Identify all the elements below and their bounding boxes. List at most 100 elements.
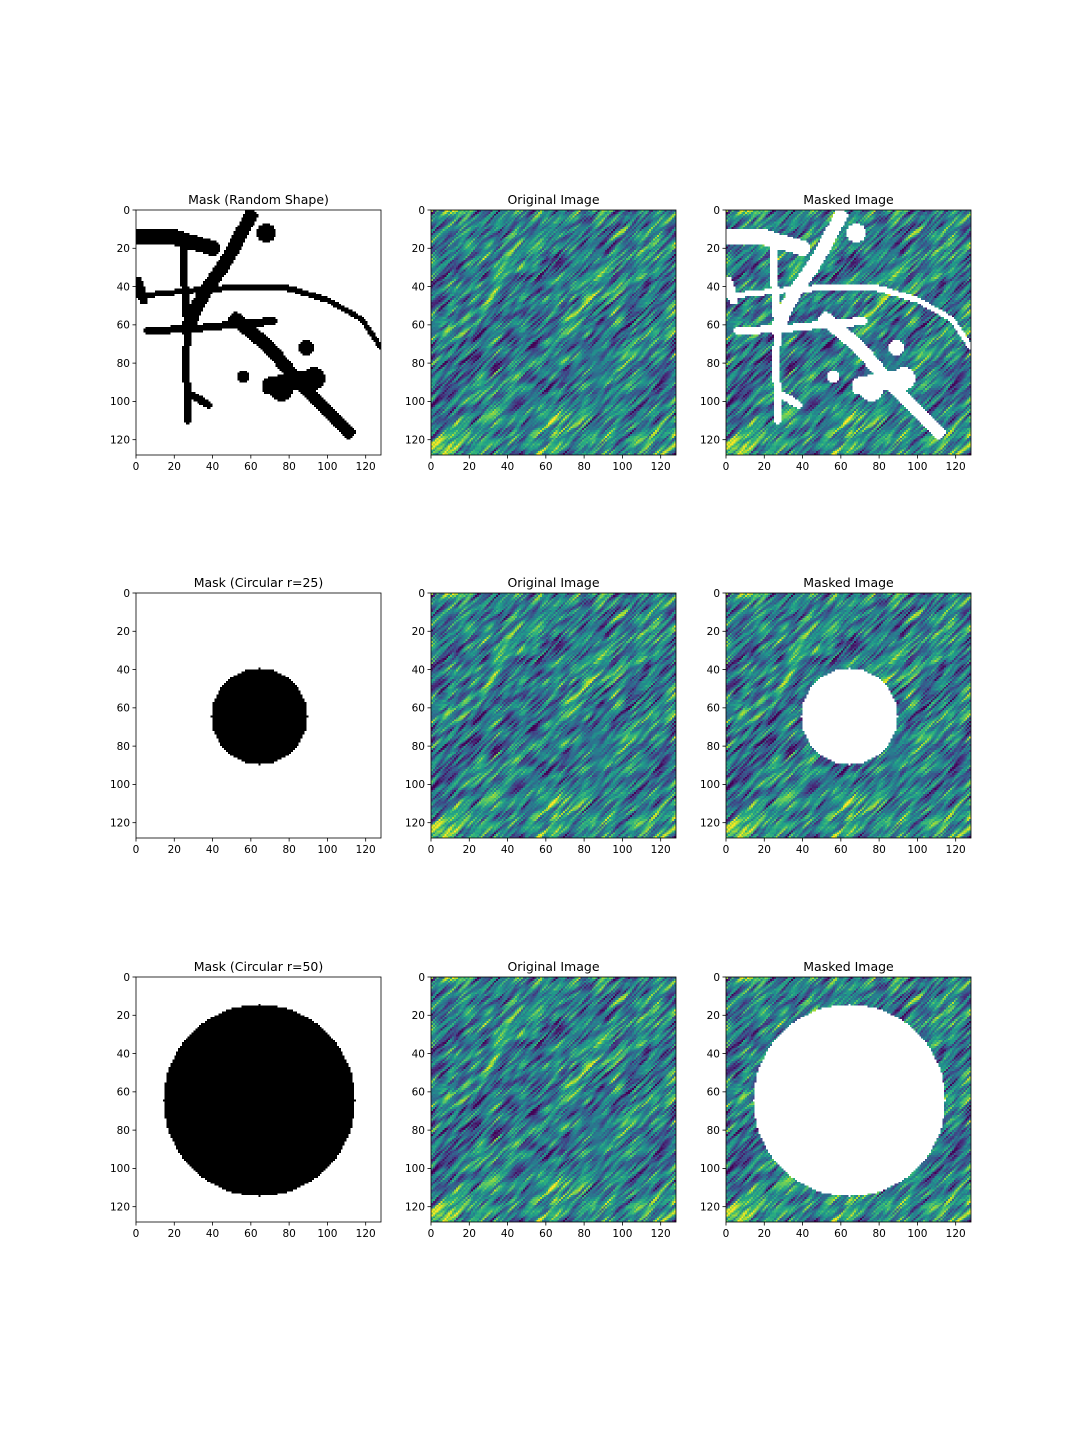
subplot-8: Original Image 0 20 40 60 80 100 120 0 20 40 60 80 10… (405, 959, 676, 1240)
subplot-4: Mask (Circular r=25) 0 20 40 60 80 100 120 0 20 40… (110, 575, 381, 856)
heatmap-image (726, 593, 971, 838)
x-tick-label: 0 (133, 844, 140, 856)
y-tick-label: 0 (713, 588, 720, 600)
x-tick-label: 60 (244, 844, 257, 856)
x-tick-label: 120 (651, 844, 671, 856)
y-tick-label: 100 (405, 396, 425, 408)
x-tick-label: 40 (796, 461, 809, 473)
heatmap-image (136, 977, 381, 1222)
x-tick-label: 100 (907, 844, 927, 856)
subplot-title: Original Image (507, 192, 599, 207)
x-tick-label: 0 (428, 844, 435, 856)
y-tick-label: 80 (707, 358, 720, 370)
x-tick-label: 100 (317, 844, 337, 856)
y-tick-label: 80 (412, 1125, 425, 1137)
x-tick-label: 80 (577, 844, 590, 856)
x-tick-label: 100 (612, 461, 632, 473)
y-tick-label: 20 (412, 243, 425, 255)
x-tick-label: 60 (539, 461, 552, 473)
y-tick-label: 20 (117, 626, 130, 638)
y-tick-label: 120 (700, 817, 720, 829)
x-tick-label: 120 (651, 461, 671, 473)
y-tick-label: 100 (110, 396, 130, 408)
y-tick-label: 40 (117, 281, 130, 293)
y-tick-label: 40 (412, 1048, 425, 1060)
y-tick-label: 60 (707, 703, 720, 715)
x-tick-label: 20 (463, 844, 476, 856)
x-tick-label: 100 (317, 1228, 337, 1240)
y-tick-label: 20 (707, 1010, 720, 1022)
y-tick-label: 60 (412, 703, 425, 715)
y-tick-label: 20 (707, 243, 720, 255)
x-tick-label: 0 (133, 1228, 140, 1240)
y-tick-label: 40 (707, 664, 720, 676)
subplot-title: Mask (Random Shape) (188, 192, 329, 207)
subplot-title: Original Image (507, 575, 599, 590)
x-tick-label: 120 (356, 461, 376, 473)
y-tick-label: 120 (405, 434, 425, 446)
y-tick-label: 0 (418, 588, 425, 600)
x-tick-label: 80 (282, 461, 295, 473)
x-tick-label: 0 (723, 844, 730, 856)
y-tick-label: 60 (412, 320, 425, 332)
x-tick-label: 100 (907, 1228, 927, 1240)
subplot-title: Masked Image (803, 192, 894, 207)
y-tick-label: 0 (418, 972, 425, 984)
x-tick-label: 20 (758, 844, 771, 856)
y-tick-label: 120 (700, 434, 720, 446)
y-tick-label: 60 (707, 320, 720, 332)
x-tick-label: 0 (133, 461, 140, 473)
y-tick-label: 0 (418, 205, 425, 217)
subplot-5: Original Image 0 20 40 60 80 100 120 0 20 40 60 80 10… (405, 575, 676, 856)
y-tick-label: 80 (707, 1125, 720, 1137)
subplot-9: Masked Image 0 20 40 60 80 100 120 0 20 40 60 80 100 1… (700, 959, 971, 1240)
subplot-title: Masked Image (803, 959, 894, 974)
y-tick-label: 80 (117, 1125, 130, 1137)
y-tick-label: 80 (707, 741, 720, 753)
y-tick-label: 60 (707, 1087, 720, 1099)
heatmap-image (431, 977, 676, 1222)
x-tick-label: 120 (946, 1228, 966, 1240)
x-tick-label: 0 (723, 1228, 730, 1240)
subplot-7: Mask (Circular r=50)0 20 40 60 80 100 12002040… (110, 959, 381, 1240)
subplot-title: Original Image (507, 959, 599, 974)
y-tick-label: 20 (117, 1010, 130, 1022)
y-tick-label: 80 (117, 358, 130, 370)
y-tick-label: 100 (700, 396, 720, 408)
x-tick-label: 40 (501, 1228, 514, 1240)
x-tick-label: 120 (651, 1228, 671, 1240)
heatmap-image (431, 210, 676, 455)
y-tick-label: 100 (405, 1163, 425, 1175)
x-tick-label: 80 (577, 1228, 590, 1240)
x-tick-label: 100 (612, 844, 632, 856)
x-tick-label: 40 (206, 461, 219, 473)
y-tick-label: 60 (117, 703, 130, 715)
subplot-3: Masked Image 0 20 40 60 80 100 120 0 20 40 60 80 100 1… (700, 192, 971, 473)
y-tick-label: 100 (700, 779, 720, 791)
y-tick-label: 120 (405, 1201, 425, 1213)
y-tick-label: 40 (117, 1048, 130, 1060)
y-tick-label: 0 (713, 205, 720, 217)
x-tick-label: 20 (168, 461, 181, 473)
heatmap-image (726, 210, 971, 455)
y-tick-label: 0 (123, 205, 130, 217)
y-tick-label: 40 (412, 281, 425, 293)
y-tick-label: 120 (110, 434, 130, 446)
x-tick-label: 40 (796, 844, 809, 856)
x-tick-label: 20 (463, 1228, 476, 1240)
y-tick-label: 20 (412, 626, 425, 638)
x-tick-label: 20 (758, 1228, 771, 1240)
y-tick-label: 80 (412, 741, 425, 753)
x-tick-label: 60 (834, 844, 847, 856)
y-tick-label: 20 (117, 243, 130, 255)
x-tick-label: 40 (206, 1228, 219, 1240)
x-tick-label: 0 (428, 461, 435, 473)
y-tick-label: 0 (123, 972, 130, 984)
x-tick-label: 60 (244, 461, 257, 473)
y-tick-label: 100 (700, 1163, 720, 1175)
x-tick-label: 20 (168, 844, 181, 856)
x-tick-label: 80 (872, 1228, 885, 1240)
y-tick-label: 80 (412, 358, 425, 370)
x-tick-label: 100 (612, 1228, 632, 1240)
